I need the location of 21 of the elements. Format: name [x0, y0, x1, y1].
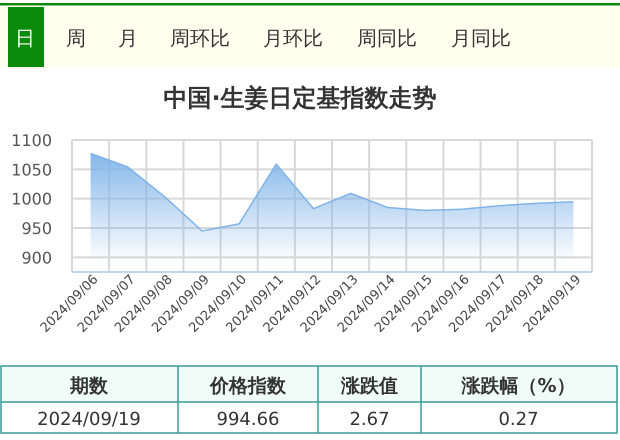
y-tick-label: 1100 [11, 131, 52, 150]
chart-title: 中国·生姜日定基指数走势 [163, 84, 437, 112]
text: 月环比 [263, 26, 323, 50]
text: 2024/09/19 [37, 409, 141, 430]
text: 2.67 [349, 409, 390, 430]
text: 周环比 [170, 26, 230, 50]
text: 日 [15, 26, 35, 50]
y-tick-label: 900 [21, 248, 52, 268]
text: 月 [118, 26, 138, 50]
text: 涨跌幅（%） [460, 375, 576, 397]
text: 期数 [69, 375, 109, 397]
y-tick-label: 950 [21, 219, 52, 238]
text: 994.66 [216, 409, 280, 430]
text: 价格指数 [209, 375, 287, 397]
text: 周 [66, 26, 86, 50]
text: 涨跌值 [340, 375, 398, 397]
y-tick-label: 1050 [11, 160, 52, 180]
text: 月同比 [451, 26, 511, 50]
text: 周同比 [357, 26, 417, 50]
text: 0.27 [498, 409, 539, 430]
y-tick-label: 1000 [11, 190, 52, 209]
